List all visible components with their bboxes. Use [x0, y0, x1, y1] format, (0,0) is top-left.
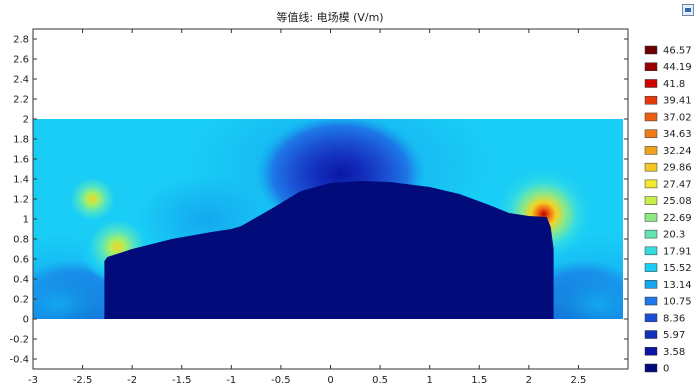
colorbar-label: 25.08: [663, 196, 692, 207]
y-tick-label: 0.6: [13, 255, 29, 266]
x-tick-label: -3: [28, 375, 38, 386]
colorbar-label: 41.8: [663, 79, 685, 90]
x-tick-label: 2.5: [570, 375, 586, 386]
colorbar-label: 22.69: [663, 213, 692, 224]
x-tick-label: -0.5: [271, 375, 291, 386]
colorbar-swatch: [644, 229, 658, 239]
x-tick-label: 1: [426, 375, 432, 386]
x-tick-label: -2.5: [73, 375, 93, 386]
colorbar-swatch: [644, 146, 658, 155]
y-tick-label: 0: [23, 315, 29, 326]
colorbar-swatch: [644, 79, 658, 88]
colorbar-label: 0: [663, 364, 669, 375]
x-tick-label: -1.5: [172, 375, 192, 386]
colorbar-label: 34.63: [663, 129, 692, 140]
y-tick-label: 2.6: [13, 55, 29, 66]
colorbar-swatch: [644, 213, 658, 222]
x-tick-label: 0.5: [372, 375, 388, 386]
colorbar-swatch: [644, 280, 658, 289]
colorbar-swatch: [644, 363, 658, 373]
colorbar-swatch: [644, 347, 658, 356]
colorbar-label: 17.91: [663, 246, 692, 257]
colorbar-label: 8.36: [663, 313, 685, 324]
colorbar-label: 39.41: [663, 96, 692, 107]
vehicle-body: [104, 181, 554, 319]
colorbar-swatch: [644, 62, 658, 71]
colorbar-swatch: [644, 129, 658, 138]
y-tick-label: 1.6: [13, 155, 29, 166]
colorbar-swatch: [644, 246, 658, 256]
colorbar-label: 13.14: [663, 280, 692, 291]
y-tick-label: 0.2: [13, 295, 29, 306]
colorbar-swatch: [644, 95, 658, 105]
colorbar-label: 32.24: [663, 146, 692, 157]
y-axis: 2.8 2.6 2.4 2.2 2 1.8 1.6 1.4 1.2 1 0.8 0.6 0.4 0.2 0 -…: [9, 35, 628, 366]
window-icon[interactable]: [682, 4, 694, 16]
colorbar-label: 46.57: [663, 46, 692, 57]
colorbar-label: 15.52: [663, 263, 692, 274]
colorbar-swatch: [644, 196, 658, 205]
colorbar-swatch: [644, 330, 658, 339]
colorbar-label: 29.86: [663, 163, 692, 174]
x-tick-label: 1.5: [471, 375, 487, 386]
colorbar-label: 5.97: [663, 330, 685, 341]
y-tick-label: 1.2: [13, 195, 29, 206]
colorbar-swatch: [644, 313, 658, 323]
colorbar-swatch: [644, 162, 658, 172]
colorbar-label: 44.19: [663, 62, 692, 73]
y-tick-label: 2.4: [13, 75, 29, 86]
colorbar-swatch: [644, 296, 658, 306]
colorbar-label: 10.75: [663, 297, 692, 308]
colorbar-swatch: [644, 45, 658, 55]
colorbar: 46.57 44.19 41.8 39.41 37.02 34.63 32.24 29.86 2…: [644, 45, 692, 375]
colorbar-label: 37.02: [663, 112, 692, 123]
y-tick-label: -0.4: [9, 355, 29, 366]
y-tick-label: 2: [23, 115, 29, 126]
colorbar-label: 20.3: [663, 230, 685, 241]
colorbar-swatch: [644, 263, 658, 272]
y-tick-label: 0.8: [13, 235, 29, 246]
y-tick-label: 1.4: [13, 175, 29, 186]
x-tick-label: 0: [327, 375, 333, 386]
y-tick-label: -0.2: [9, 335, 29, 346]
x-axis: -3 -2.5 -2 -1.5 -1 -0.5 0 0.5 1 1.5 2 2.5: [28, 29, 586, 386]
y-tick-label: 2.2: [13, 95, 29, 106]
y-tick-label: 2.8: [13, 35, 29, 46]
x-tick-label: -1: [226, 375, 236, 386]
colorbar-swatch: [644, 179, 658, 189]
chart-title: 等值线: 电场模 (V/m): [276, 10, 383, 24]
hot-spot: [62, 170, 123, 228]
colorbar-label: 3.58: [663, 347, 685, 358]
y-tick-label: 1: [23, 215, 29, 226]
x-tick-label: -2: [127, 375, 137, 386]
x-tick-label: 2: [526, 375, 532, 386]
y-tick-label: 1.8: [13, 135, 29, 146]
y-tick-label: 0.4: [13, 275, 29, 286]
colorbar-label: 27.47: [663, 179, 692, 190]
colorbar-swatch: [644, 112, 658, 122]
vehicle-silhouette: [104, 181, 554, 319]
